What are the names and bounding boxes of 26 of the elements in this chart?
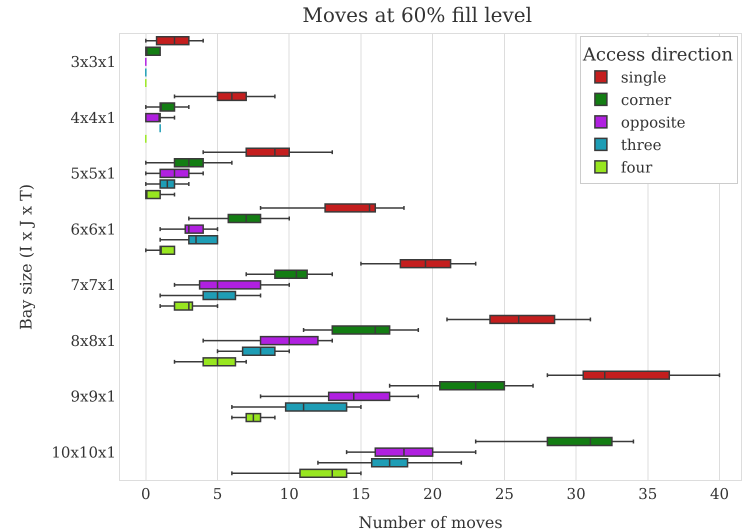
legend-label: corner xyxy=(620,91,672,110)
y-tick-label: 9x9x1 xyxy=(70,388,116,406)
y-tick-label: 5x5x1 xyxy=(70,164,116,183)
x-tick-label: 5 xyxy=(212,485,222,503)
x-tick-label: 15 xyxy=(351,485,370,503)
x-tick-label: 35 xyxy=(638,485,658,503)
y-axis-title: Bay size (I x J x T) xyxy=(16,184,36,330)
y-tick-label: 3x3x1 xyxy=(70,53,116,72)
legend-label: opposite xyxy=(620,114,686,132)
x-tick-label: 20 xyxy=(423,485,442,503)
x-tick-label: 0 xyxy=(141,485,151,503)
x-axis-title: Number of moves xyxy=(358,513,503,532)
y-tick-label: 8x8x1 xyxy=(70,332,116,350)
x-tick-label: 25 xyxy=(494,485,514,503)
legend-label: three xyxy=(620,136,662,154)
y-tick-label: 6x6x1 xyxy=(70,220,116,238)
x-tick-label: 40 xyxy=(710,485,730,503)
chart-title: Moves at 60% fill level xyxy=(302,2,532,27)
y-tick-label: 4x4x1 xyxy=(70,108,116,127)
legend-label: single xyxy=(620,68,666,87)
legend-label: four xyxy=(620,158,654,177)
y-tick-label: 10x10x1 xyxy=(51,443,116,462)
x-tick-label: 10 xyxy=(280,485,299,503)
y-tick-label: 7x7x1 xyxy=(70,276,116,294)
x-tick-label: 30 xyxy=(566,485,586,503)
legend-title: Access direction xyxy=(582,44,734,66)
